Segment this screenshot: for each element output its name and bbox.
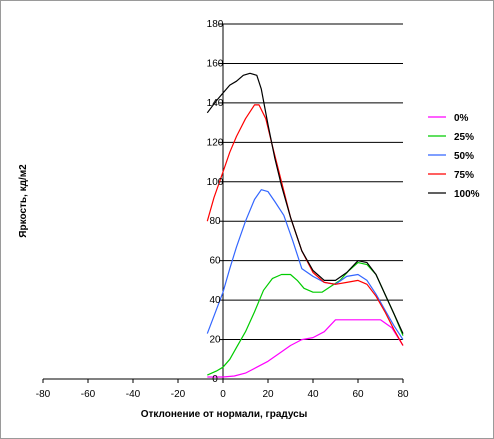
series-line bbox=[207, 319, 404, 378]
legend-label: 25% bbox=[454, 132, 474, 143]
series-line bbox=[206, 104, 404, 346]
y-tick-label: 40 bbox=[209, 295, 221, 306]
tick-labels: -80 -60 -40 -20 0 20 40 60 80 0 20 40 60 80 100 120 140 1… bbox=[36, 19, 409, 400]
y-tick-label: 120 bbox=[207, 137, 224, 148]
y-tick-label: 0 bbox=[212, 374, 218, 385]
gridlines bbox=[223, 23, 403, 341]
legend-label: 50% bbox=[454, 151, 474, 162]
series-lines bbox=[206, 72, 404, 378]
legend-label: 75% bbox=[454, 170, 474, 181]
legend: 0% 25% 50% 75% 100% bbox=[428, 113, 480, 200]
x-axis-label: Отклонение от нормали, градусы bbox=[141, 409, 308, 420]
y-tick-label: 180 bbox=[207, 19, 224, 30]
x-tick-label: 80 bbox=[397, 389, 409, 400]
legend-label: 100% bbox=[454, 189, 480, 200]
x-tick-label: -80 bbox=[36, 389, 51, 400]
x-tick-label: -40 bbox=[126, 389, 141, 400]
series-line bbox=[206, 189, 404, 340]
x-tick-label: -60 bbox=[81, 389, 96, 400]
y-tick-label: 160 bbox=[207, 58, 224, 69]
x-tick-label: 20 bbox=[262, 389, 274, 400]
series-line bbox=[206, 72, 404, 334]
y-tick-label: 140 bbox=[207, 98, 224, 109]
x-tick-label: 40 bbox=[307, 389, 319, 400]
x-tick-label: -20 bbox=[171, 389, 186, 400]
y-tick-label: 80 bbox=[209, 216, 221, 227]
series-line bbox=[207, 262, 404, 376]
x-tick-label: 60 bbox=[352, 389, 364, 400]
y-tick-label: 60 bbox=[209, 256, 221, 267]
x-tick-label: 0 bbox=[220, 389, 226, 400]
y-axis-label: Яркость, кд/м2 bbox=[18, 164, 29, 238]
y-tick-label: 20 bbox=[209, 335, 221, 346]
legend-label: 0% bbox=[454, 113, 469, 124]
axes bbox=[42, 23, 404, 383]
y-tick-label: 100 bbox=[207, 177, 224, 188]
